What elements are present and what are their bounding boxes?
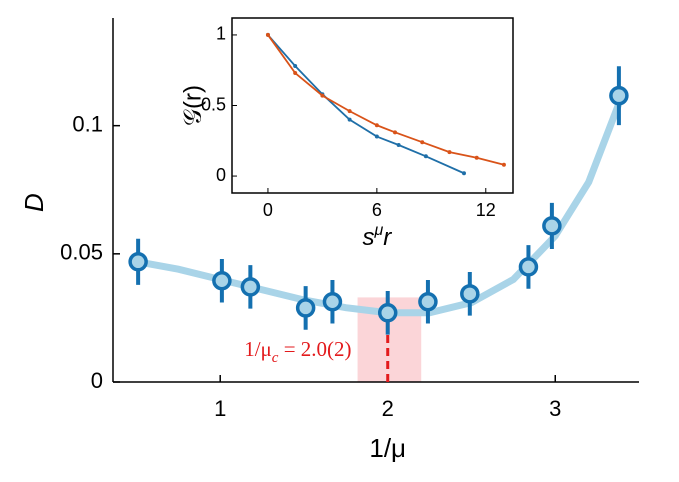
- inset-point: [423, 154, 428, 159]
- critical-label-part: 1/μ: [244, 337, 272, 361]
- y-tick-label: 0.1: [72, 111, 103, 136]
- inset-y-tick-label: 0.5: [201, 94, 226, 114]
- data-point: [609, 85, 629, 106]
- inset-x-tick-label: 6: [372, 200, 382, 220]
- inset-point: [447, 150, 452, 155]
- data-point: [322, 292, 343, 312]
- inset-x-tick-label: 0: [263, 200, 273, 220]
- data-point: [377, 303, 398, 323]
- x-tick-label: 3: [549, 396, 561, 421]
- inset-x-label-part: r: [383, 224, 392, 251]
- inset-point: [474, 155, 479, 160]
- y-axis-label: D: [19, 193, 49, 212]
- y-tick-label: 0.05: [60, 240, 103, 265]
- inset-point: [293, 71, 298, 76]
- critical-label: 1/μc = 2.0(2): [244, 337, 351, 367]
- inset-x-label-part: μ: [373, 222, 383, 239]
- y-tick-label: 0: [91, 368, 103, 393]
- inset-point: [265, 32, 270, 37]
- inset-point: [501, 162, 506, 167]
- inset-line: [267, 34, 505, 166]
- x-tick-label: 2: [382, 396, 394, 421]
- data-point: [460, 284, 480, 304]
- x-tick-label: 1: [214, 396, 226, 421]
- inset-line: [267, 34, 465, 175]
- data-point: [240, 277, 261, 297]
- inset-point: [396, 143, 401, 148]
- critical-label-part: = 2.0(2): [278, 337, 351, 361]
- inset-point: [461, 171, 466, 176]
- data-point: [212, 270, 232, 291]
- inset-point: [374, 123, 379, 128]
- inset-y-axis-label: 𝒢(r): [179, 85, 206, 126]
- data-point: [418, 292, 438, 312]
- inset-point: [320, 93, 325, 98]
- inset-point: [374, 134, 379, 139]
- data-point: [128, 252, 148, 272]
- x-axis-label: 1/μ: [369, 433, 406, 463]
- critical-label-part: c: [272, 351, 279, 367]
- inset-x-label-part: s: [362, 224, 374, 251]
- inset-y-tick-label: 1: [216, 24, 226, 44]
- inset-point: [347, 117, 352, 122]
- inset-point: [347, 109, 352, 114]
- inset-y-tick-label: 0: [216, 165, 226, 185]
- inset-point: [393, 130, 398, 135]
- inset-x-axis-label: sμr: [362, 222, 392, 252]
- inset-x-tick-label: 12: [476, 200, 496, 220]
- data-point: [542, 216, 562, 236]
- data-point: [295, 298, 316, 318]
- inset-point: [293, 63, 298, 68]
- inset-point: [420, 140, 425, 145]
- data-point: [518, 257, 539, 277]
